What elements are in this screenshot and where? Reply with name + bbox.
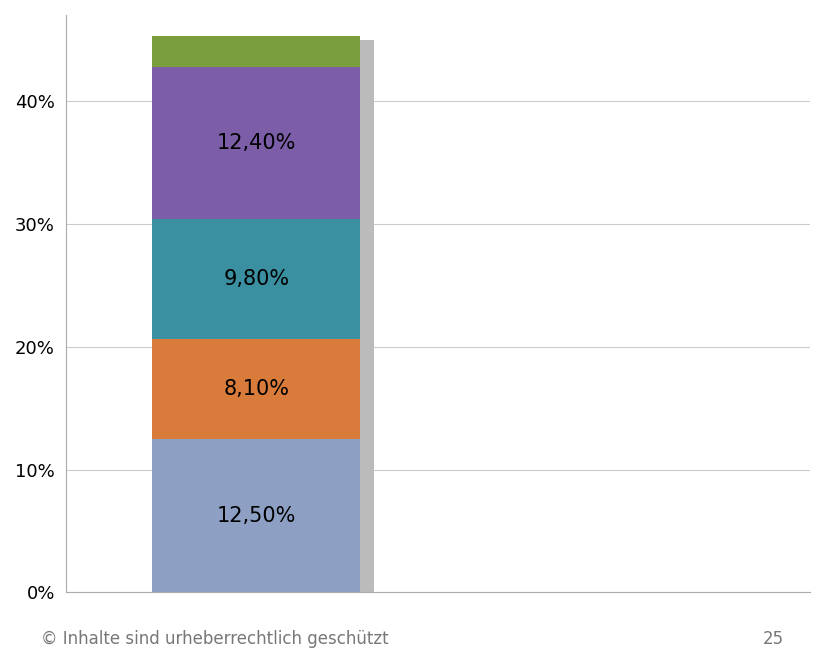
Bar <box>153 219 361 339</box>
Bar <box>153 439 361 593</box>
Text: 12,40%: 12,40% <box>217 133 296 153</box>
Bar <box>153 66 361 219</box>
Text: © Inhalte sind urheberrechtlich geschützt: © Inhalte sind urheberrechtlich geschütz… <box>41 630 389 648</box>
Text: 8,10%: 8,10% <box>224 379 290 399</box>
Bar <box>159 40 374 596</box>
Text: 12,50%: 12,50% <box>217 505 296 525</box>
Bar <box>153 339 361 439</box>
Text: 25: 25 <box>762 630 784 648</box>
Text: 9,80%: 9,80% <box>224 269 290 289</box>
Bar <box>153 36 361 66</box>
